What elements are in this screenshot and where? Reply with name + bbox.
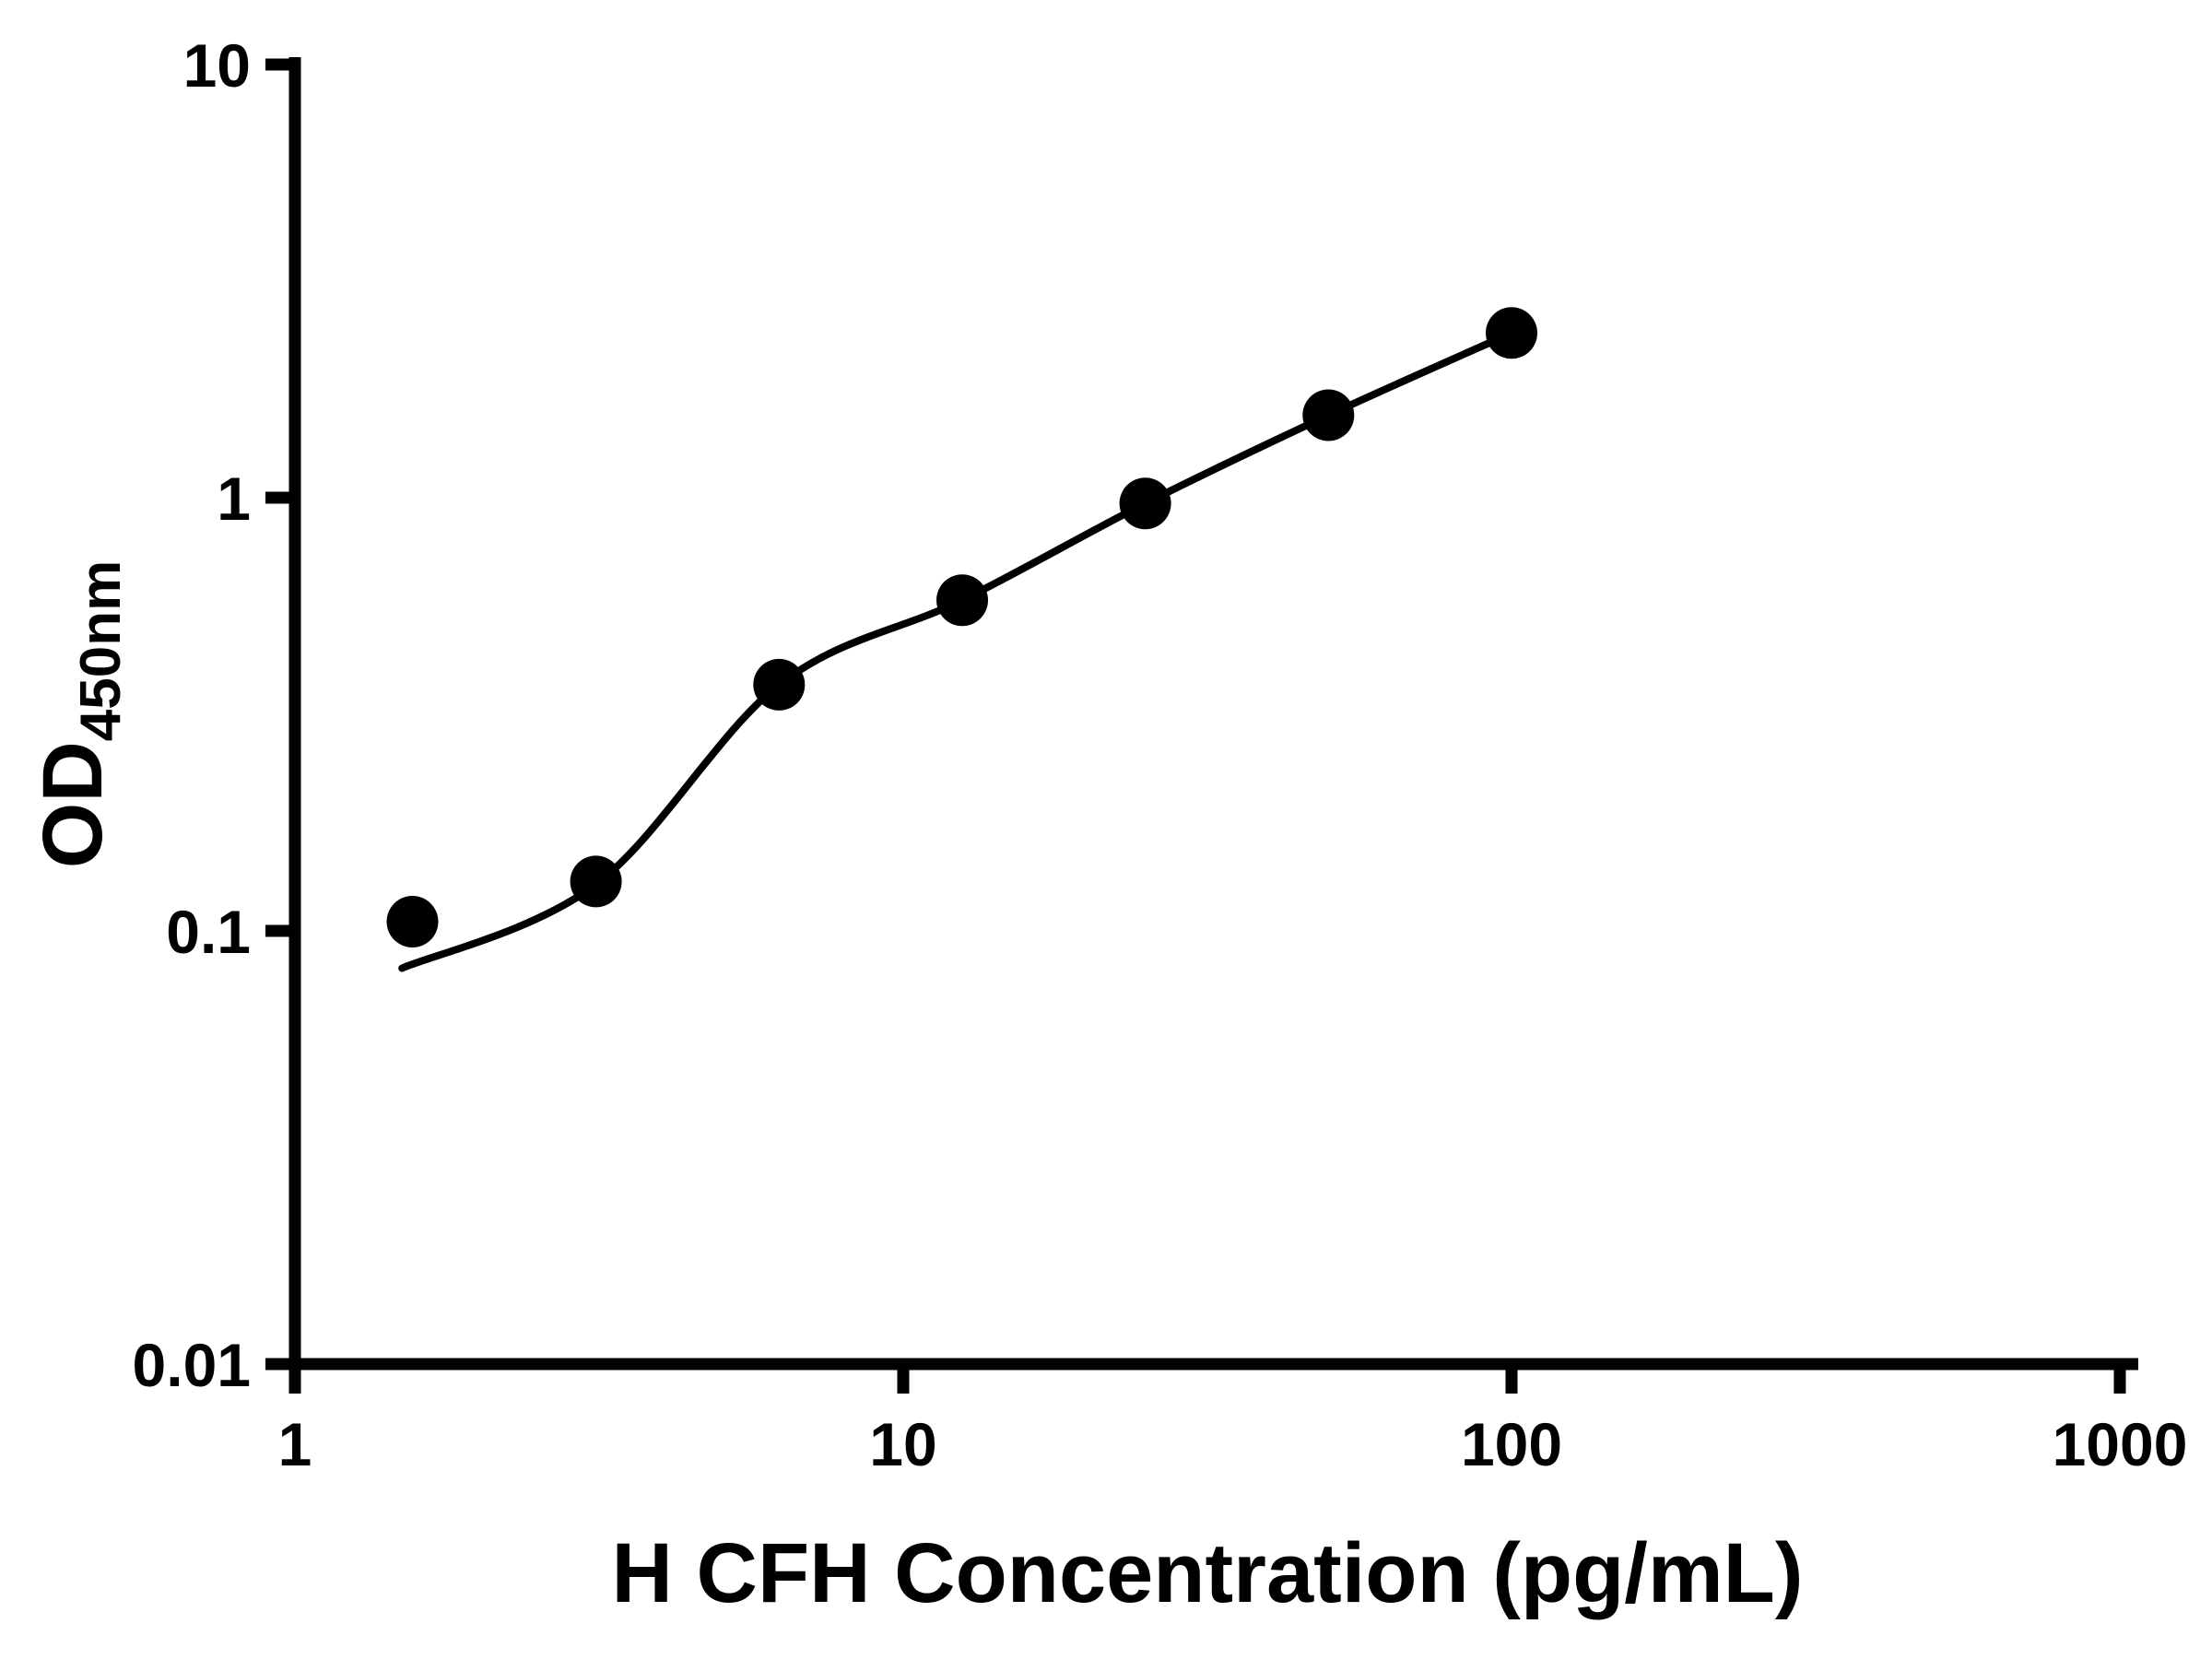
x-tick-label: 1000 bbox=[2053, 1410, 2188, 1478]
data-point bbox=[936, 574, 988, 627]
axis-tick-labels: 1 10 100 1000 10 1 0.1 0.01 bbox=[133, 31, 2188, 1478]
axis-frame bbox=[288, 57, 2138, 1371]
data-point bbox=[1486, 307, 1537, 359]
y-tick-label: 0.1 bbox=[166, 898, 251, 966]
y-tick-label: 10 bbox=[183, 31, 251, 100]
x-axis-title: H CFH Concentration (pg/mL) bbox=[612, 1526, 1804, 1620]
data-point bbox=[1302, 389, 1355, 441]
x-tick-label: 100 bbox=[1461, 1410, 1562, 1478]
data-points-group bbox=[386, 307, 1537, 947]
y-axis-title: OD450nm bbox=[26, 560, 133, 868]
y-axis-title-subscript: 450nm bbox=[69, 560, 133, 741]
data-point bbox=[1119, 477, 1171, 530]
x-tick-label: 10 bbox=[869, 1410, 936, 1478]
y-axis-title-main: OD bbox=[26, 741, 120, 868]
axis-lines bbox=[288, 57, 2138, 1371]
y-tick-label: 0.01 bbox=[133, 1331, 251, 1399]
data-point bbox=[753, 658, 806, 711]
x-tick-label: 1 bbox=[278, 1410, 312, 1478]
y-tick-label: 1 bbox=[217, 465, 251, 533]
data-point bbox=[386, 896, 439, 947]
data-point bbox=[570, 855, 622, 908]
axis-ticks bbox=[265, 58, 2126, 1394]
